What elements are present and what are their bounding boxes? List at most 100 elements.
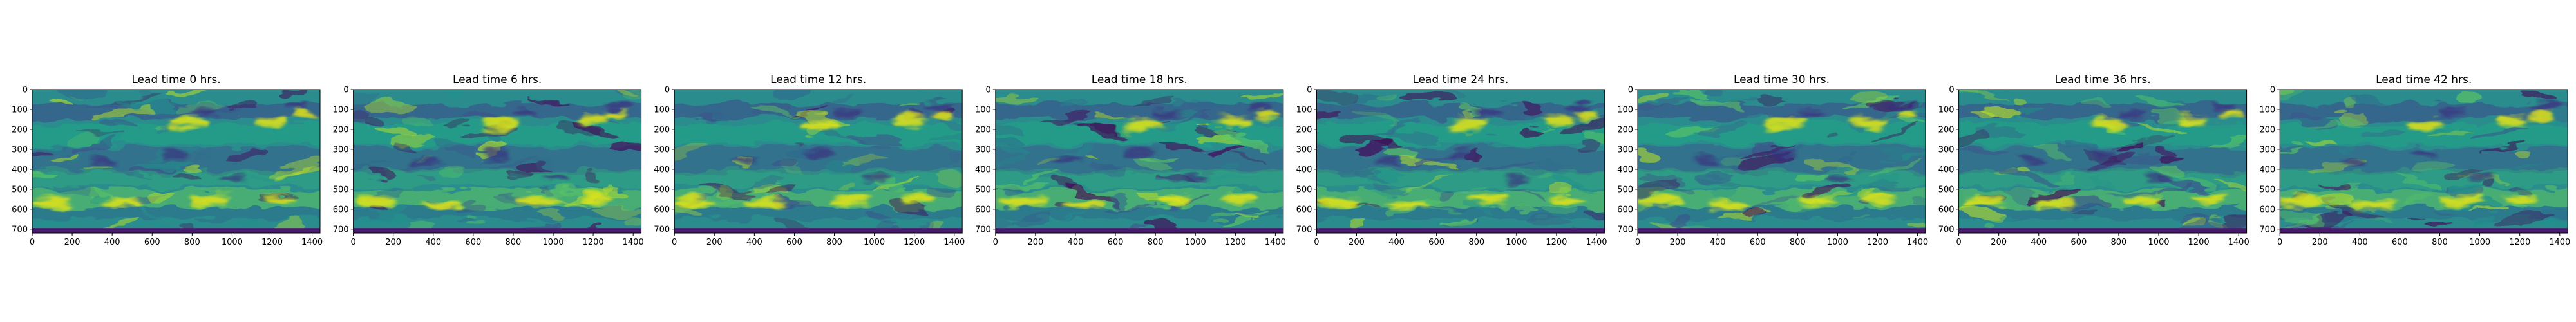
x-tick-label: 1000 bbox=[1506, 238, 1527, 247]
heatmap-texture bbox=[353, 90, 641, 233]
y-tick-label: 600 bbox=[975, 205, 991, 214]
x-tick-label: 800 bbox=[2111, 238, 2127, 247]
heatmap-texture bbox=[1316, 90, 1605, 233]
x-tick-label: 800 bbox=[1790, 238, 1806, 247]
panel-title: Lead time 18 hrs. bbox=[1092, 73, 1188, 86]
y-tick-label: 400 bbox=[1938, 165, 1955, 175]
y-tick-label: 200 bbox=[2259, 125, 2275, 135]
y-tick-label: 300 bbox=[12, 145, 28, 155]
x-tick-label: 1200 bbox=[2188, 238, 2210, 247]
x-tick-label: 0 bbox=[1314, 238, 1319, 247]
x-tick-label: 1400 bbox=[2228, 238, 2249, 247]
y-tick-label: 400 bbox=[975, 165, 991, 175]
axes-frame bbox=[32, 89, 321, 234]
axes-frame bbox=[1316, 89, 1605, 234]
y-tick-label: 400 bbox=[1296, 165, 1312, 175]
heatmap-texture bbox=[674, 90, 963, 233]
y-tick-label: 100 bbox=[2259, 105, 2275, 115]
y-tick-label: 300 bbox=[975, 145, 991, 155]
x-tick-label: 1400 bbox=[1907, 238, 1928, 247]
y-tick-label: 700 bbox=[333, 225, 349, 234]
x-tick-label: 600 bbox=[1750, 238, 1766, 247]
y-tick-label: 100 bbox=[1617, 105, 1633, 115]
x-tick-label: 0 bbox=[2277, 238, 2282, 247]
y-tick-label: 600 bbox=[1617, 205, 1633, 214]
y-tick-label: 400 bbox=[654, 165, 670, 175]
y-tick-label: 600 bbox=[1938, 205, 1955, 214]
x-tick-label: 600 bbox=[144, 238, 160, 247]
x-tick-label: 200 bbox=[2312, 238, 2328, 247]
heatmap-texture bbox=[995, 93, 1283, 233]
y-tick-label: 600 bbox=[333, 205, 349, 214]
heatmap-texture bbox=[1638, 90, 1926, 231]
x-tick-label: 600 bbox=[1108, 238, 1124, 247]
x-tick-label: 600 bbox=[2070, 238, 2087, 247]
y-tick-label: 200 bbox=[12, 125, 28, 135]
panel-title: Lead time 42 hrs. bbox=[2376, 73, 2472, 86]
x-tick-label: 400 bbox=[104, 238, 120, 247]
heatmap-panel: Lead time 24 hrs.0 200 400 600 800 1000 1200 14… bbox=[1296, 73, 1607, 247]
y-tick-label: 200 bbox=[654, 125, 670, 135]
panel-title: Lead time 0 hrs. bbox=[131, 73, 220, 86]
axes-frame bbox=[1958, 89, 2248, 234]
heatmap-texture bbox=[2280, 90, 2568, 233]
x-tick-label: 1000 bbox=[542, 238, 564, 247]
x-tick-label: 400 bbox=[1388, 238, 1405, 247]
y-tick-label: 400 bbox=[12, 165, 28, 175]
x-tick-label: 1200 bbox=[2509, 238, 2530, 247]
x-tick-label: 1000 bbox=[1185, 238, 1206, 247]
x-tick-label: 1000 bbox=[2148, 238, 2169, 247]
y-tick-label: 300 bbox=[333, 145, 349, 155]
x-tick-label: 200 bbox=[1670, 238, 1686, 247]
heatmap-panel: Lead time 30 hrs.0 200 400 600 800 1000 1200 14… bbox=[1617, 73, 1928, 247]
x-tick-label: 800 bbox=[1468, 238, 1484, 247]
y-tick-label: 500 bbox=[654, 185, 670, 194]
heatmap-texture bbox=[1958, 90, 2247, 233]
y-tick-label: 100 bbox=[12, 105, 28, 115]
x-tick-label: 1000 bbox=[1827, 238, 1848, 247]
y-tick-label: 700 bbox=[975, 225, 991, 234]
y-tick-label: 0 bbox=[1628, 86, 1633, 95]
y-tick-label: 0 bbox=[665, 86, 670, 95]
y-tick-label: 100 bbox=[1938, 105, 1955, 115]
x-tick-label: 1000 bbox=[864, 238, 885, 247]
x-tick-label: 1400 bbox=[2549, 238, 2570, 247]
y-tick-label: 100 bbox=[1296, 105, 1312, 115]
y-tick-label: 0 bbox=[23, 86, 28, 95]
y-tick-label: 300 bbox=[2259, 145, 2275, 155]
y-tick-label: 0 bbox=[2270, 86, 2275, 95]
x-tick-label: 200 bbox=[1991, 238, 2007, 247]
y-tick-label: 500 bbox=[975, 185, 991, 194]
y-tick-label: 200 bbox=[975, 125, 991, 135]
x-tick-label: 200 bbox=[385, 238, 401, 247]
axes-frame bbox=[2279, 89, 2568, 234]
y-tick-label: 400 bbox=[2259, 165, 2275, 175]
y-tick-label: 400 bbox=[1617, 165, 1633, 175]
x-tick-label: 1400 bbox=[943, 238, 965, 247]
x-tick-label: 0 bbox=[30, 238, 35, 247]
x-tick-label: 400 bbox=[1710, 238, 1726, 247]
x-tick-label: 0 bbox=[1635, 238, 1640, 247]
x-tick-label: 800 bbox=[826, 238, 842, 247]
heatmap-panel: Lead time 18 hrs.0 200 400 600 800 1000 1200 14… bbox=[975, 73, 1286, 247]
x-tick-label: 600 bbox=[786, 238, 802, 247]
panel-title: Lead time 12 hrs. bbox=[770, 73, 866, 86]
x-tick-label: 800 bbox=[2432, 238, 2448, 247]
y-tick-label: 500 bbox=[1296, 185, 1312, 194]
x-tick-label: 1200 bbox=[1867, 238, 1888, 247]
y-tick-label: 700 bbox=[1617, 225, 1633, 234]
x-tick-label: 400 bbox=[2352, 238, 2368, 247]
heatmap-panel: Lead time 36 hrs.0 200 400 600 800 1000 1200 14… bbox=[1938, 73, 2249, 247]
x-tick-label: 800 bbox=[506, 238, 522, 247]
x-tick-label: 600 bbox=[2392, 238, 2408, 247]
x-tick-label: 1200 bbox=[583, 238, 604, 247]
y-tick-label: 600 bbox=[12, 205, 28, 214]
heatmap-panel: Lead time 12 hrs.0 200 400 600 800 1000 1200 14… bbox=[654, 73, 965, 247]
y-tick-label: 200 bbox=[333, 125, 349, 135]
x-tick-label: 800 bbox=[1148, 238, 1164, 247]
x-tick-label: 1400 bbox=[1586, 238, 1607, 247]
y-tick-label: 300 bbox=[1296, 145, 1312, 155]
x-tick-label: 1200 bbox=[1546, 238, 1567, 247]
y-tick-label: 200 bbox=[1617, 125, 1633, 135]
